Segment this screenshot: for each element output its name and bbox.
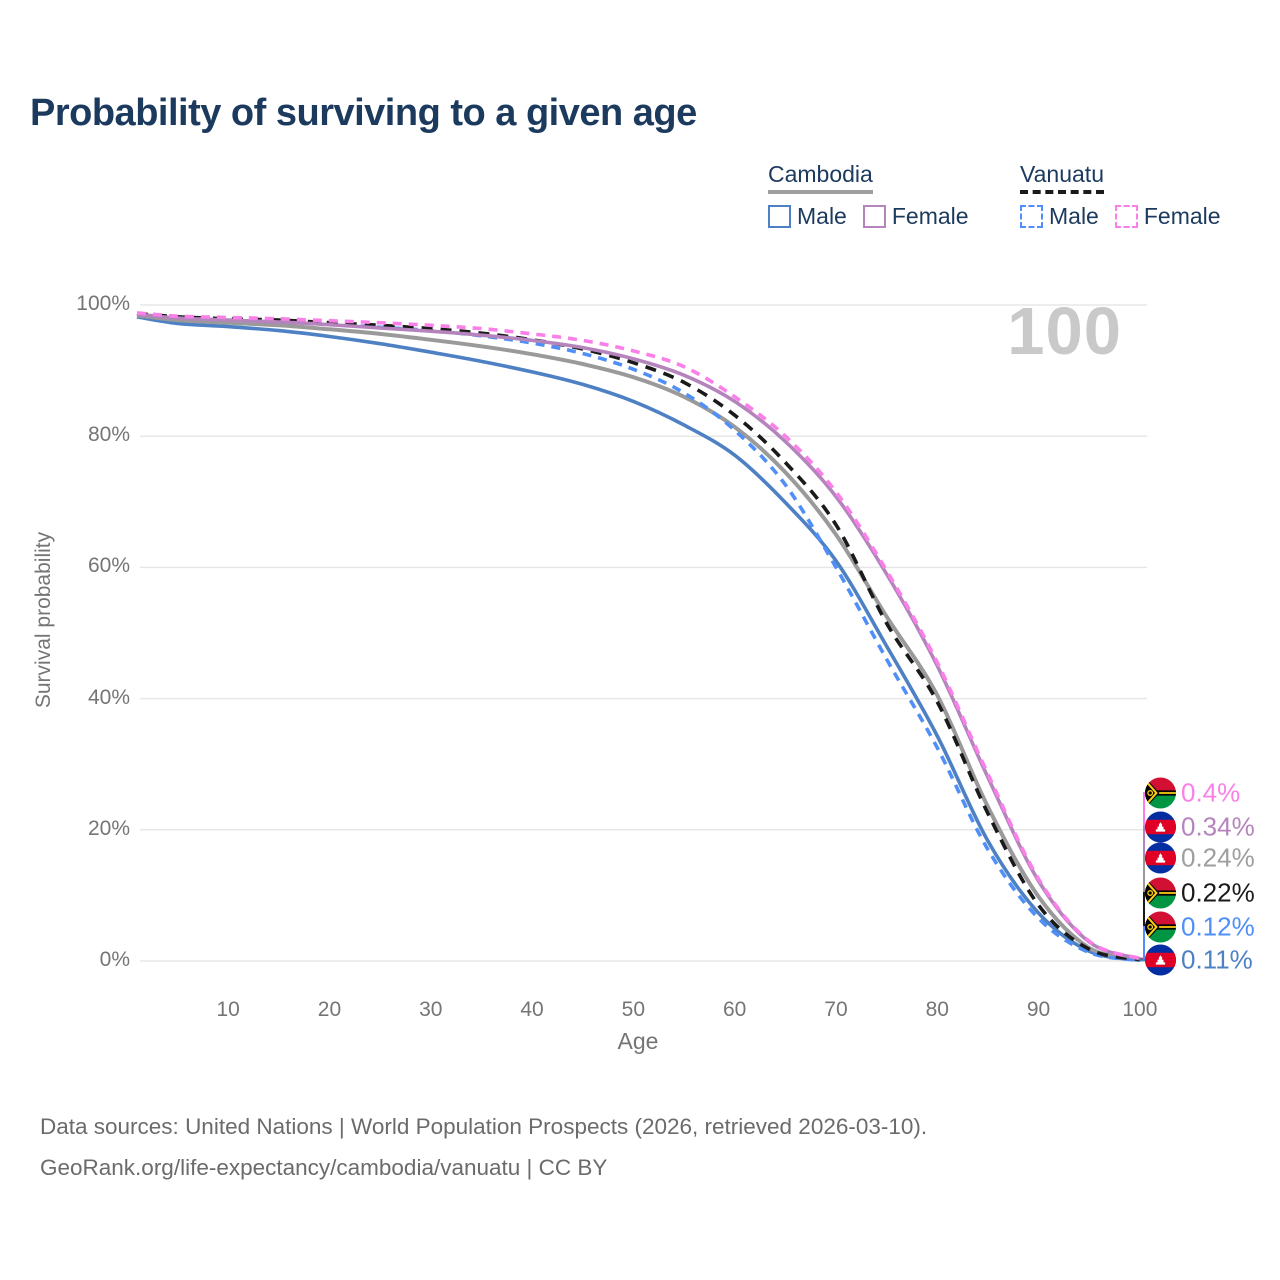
vanuatu-flag-icon [1145, 911, 1176, 943]
x-tick-label: 20 [317, 998, 342, 1021]
footer-data-sources: Data sources: United Nations | World Pop… [40, 1114, 928, 1139]
end-label-vanuatu-female: 0.4% [1145, 777, 1241, 809]
y-tick-label: 20% [87, 816, 130, 840]
y-tick-label: 40% [87, 685, 130, 709]
legend-item-vanuatu-male[interactable]: Male [1020, 203, 1099, 230]
vanuatu-female-swatch-icon [1114, 205, 1138, 228]
end-label-value: 0.22% [1181, 877, 1255, 908]
legend-item-cambodia-female[interactable]: Female [862, 203, 969, 230]
page-title: Probability of surviving to a given age [30, 92, 697, 134]
age-watermark: 100 [1007, 294, 1122, 369]
x-tick-label: 40 [520, 998, 544, 1021]
end-label-vanuatu-male: 0.12% [1145, 911, 1255, 943]
x-tick-label: 100 [1122, 998, 1158, 1021]
series-line-cambodia-male[interactable] [136, 315, 1141, 963]
legend-item-label: Female [1143, 203, 1221, 229]
end-label-cambodia-male: 0.11% [1145, 944, 1253, 976]
end-label-vanuatu-total: 0.22% [1145, 877, 1255, 909]
series-line-vanuatu-male[interactable] [136, 312, 1141, 962]
legend-item-cambodia-male[interactable]: Male [768, 203, 847, 230]
x-tick-label: 60 [722, 998, 747, 1021]
series-line-vanuatu-total[interactable] [136, 311, 1141, 962]
end-label-value: 0.12% [1181, 911, 1255, 942]
vanuatu-flag-icon [1145, 777, 1176, 809]
end-label-cambodia-total: 0.24% [1145, 842, 1255, 874]
legend-item-label: Female [891, 203, 969, 229]
end-label-cambodia-female: 0.34% [1145, 811, 1255, 843]
cambodia-flag-icon [1145, 811, 1176, 843]
series-line-vanuatu-female[interactable] [136, 311, 1141, 961]
vanuatu-flag-icon [1145, 877, 1176, 909]
end-label-value: 0.34% [1181, 811, 1255, 842]
series-line-cambodia-female[interactable] [136, 312, 1141, 961]
y-tick-label: 0% [99, 948, 130, 971]
footer-attribution: GeoRank.org/life-expectancy/cambodia/van… [40, 1155, 608, 1180]
vanuatu-male-swatch-icon [1020, 205, 1043, 228]
x-axis-title: Age [617, 1028, 659, 1054]
footer: Data sources: United Nations | World Pop… [40, 1106, 927, 1188]
y-tick-label: 80% [87, 423, 130, 447]
x-tick-label: 70 [824, 998, 848, 1021]
cambodia-male-swatch-icon [768, 205, 791, 228]
x-tick-label: 80 [925, 998, 949, 1021]
y-tick-label: 100% [76, 292, 130, 315]
end-label-value: 0.4% [1181, 777, 1241, 808]
end-label-value: 0.24% [1181, 842, 1255, 873]
legend-group-vanuatu: Vanuatu Male Female [1020, 161, 1221, 230]
cambodia-flag-icon [1145, 944, 1176, 976]
end-label-value: 0.11% [1181, 944, 1253, 975]
legend-item-label: Male [797, 203, 847, 229]
legend-item-vanuatu-female[interactable]: Female [1114, 203, 1221, 230]
x-tick-label: 90 [1026, 998, 1051, 1021]
legend-header-cambodia: Cambodia [768, 161, 873, 194]
series-line-cambodia-total[interactable] [136, 313, 1141, 962]
y-tick-label: 60% [87, 554, 130, 578]
x-tick-label: 30 [419, 998, 443, 1021]
legend-header-vanuatu: Vanuatu [1020, 161, 1104, 194]
x-tick-label: 50 [621, 998, 646, 1021]
legend-group-cambodia: Cambodia Male Female [768, 161, 969, 230]
cambodia-female-swatch-icon [862, 205, 886, 228]
cambodia-flag-icon [1145, 842, 1176, 874]
x-tick-label: 10 [216, 998, 240, 1021]
legend-item-label: Male [1049, 203, 1099, 229]
